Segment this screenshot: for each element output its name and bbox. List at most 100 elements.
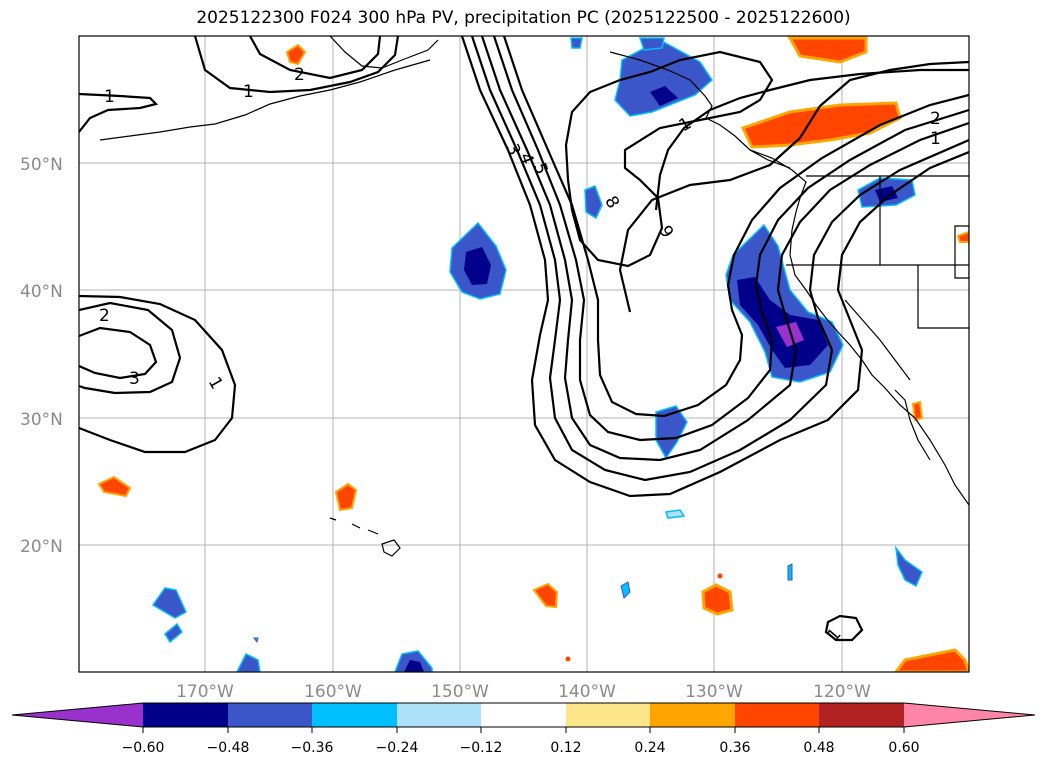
contour-aleutian-2 (249, 36, 382, 80)
precip-pos-hawaii (334, 482, 358, 512)
map-frame (78, 35, 970, 673)
lat-label-30n: 30°N (20, 410, 63, 430)
contour-label-8: 8 (600, 193, 623, 212)
hawaii-big-island (381, 539, 401, 557)
bc-coast (749, 149, 807, 213)
contour-label-3a: 3 (129, 369, 140, 389)
contour-west-1 (79, 294, 237, 454)
precip-pos-south-2 (701, 583, 734, 616)
precip-blob-small-1 (665, 509, 686, 519)
colorbar-ticks (142, 727, 905, 733)
colorbar-seg-6 (566, 703, 650, 727)
lat-labels: 50°N 40°N 30°N 20°N (20, 155, 63, 557)
precip-pos-top-right (787, 36, 868, 64)
cb-label-5: 0.12 (550, 740, 581, 756)
contour-closed-9 (654, 68, 969, 211)
contour-ridge-1 (460, 36, 969, 498)
pv-contours (79, 36, 969, 642)
contour-ridge-2 (470, 36, 969, 482)
contour-label-1d: 1 (676, 113, 695, 136)
cb-label-7: 0.36 (719, 740, 750, 756)
cb-label-4: −0.12 (460, 740, 503, 756)
colorbar-seg-7 (650, 703, 735, 727)
hawaii-island-1 (329, 517, 337, 521)
cb-label-2: −0.36 (291, 740, 334, 756)
gridlines (79, 36, 969, 672)
hawaii-island-2 (351, 523, 361, 529)
state-border-3 (917, 265, 969, 329)
colorbar-seg-10 (904, 703, 1035, 727)
precip-pos-west (97, 475, 132, 498)
precip-blob-top (570, 37, 583, 49)
contour-label-2a: 2 (294, 65, 305, 85)
precip-pos-baja (911, 400, 924, 422)
precip-blob-hawaii-south (151, 587, 187, 619)
contour-closed-6 (618, 60, 969, 313)
contour-west-2 (79, 301, 182, 395)
contour-closed-8 (564, 50, 774, 268)
us-west-coast (789, 211, 969, 506)
contour-label-1c: 1 (204, 374, 227, 393)
contour-ridge-4 (492, 36, 969, 442)
coastlines (99, 36, 969, 557)
baja-coast (894, 389, 931, 461)
lat-label-50n: 50°N (20, 155, 63, 175)
cb-label-3: −0.24 (376, 740, 419, 756)
lon-label-170w: 170°W (176, 682, 234, 702)
lon-label-140w: 140°W (558, 682, 616, 702)
contour-label-2c: 2 (930, 109, 941, 129)
precip-pos-aleutian (285, 43, 307, 66)
colorbar-seg-9 (819, 703, 904, 727)
cb-label-6: 0.24 (634, 740, 665, 756)
lon-label-120w: 120°W (813, 682, 871, 702)
contour-label-1a: 1 (104, 87, 115, 107)
lon-label-150w: 150°W (431, 682, 489, 702)
contour-aleutian-1b (193, 36, 400, 94)
contour-ridge-3 (480, 36, 969, 462)
cb-label-0: −0.60 (122, 740, 165, 756)
contour-label-2b: 2 (99, 306, 110, 326)
aleutian-islands (99, 59, 431, 141)
precip-pos-dot-2 (717, 573, 723, 579)
precip-blob-bottom-1 (236, 652, 261, 672)
lon-label-160w: 160°W (304, 682, 362, 702)
contour-ridge-5 (502, 36, 969, 418)
lon-label-130w: 130°W (685, 682, 743, 702)
hawaii-island-3 (367, 529, 379, 535)
colorbar-seg-2 (228, 703, 312, 727)
contour-aleutian-1a (79, 92, 159, 133)
lat-label-40n: 40°N (20, 282, 63, 302)
colorbar-seg-3 (312, 703, 397, 727)
colorbar: −0.60 −0.48 −0.36 −0.24 −0.12 0.12 0.24 … (11, 702, 1036, 756)
precip-blob-bottom-2-core (404, 660, 424, 672)
contour-label-1b: 1 (243, 82, 254, 102)
precip-blob-small-2 (620, 581, 631, 599)
precip-pos-edge (956, 230, 969, 243)
precip-blob-gulf-alaska-core (650, 86, 678, 106)
lat-label-20n: 20°N (20, 537, 63, 557)
precip-positive (97, 36, 969, 672)
cb-label-1: −0.48 (207, 740, 250, 756)
precip-blob-small-3 (894, 545, 923, 588)
precip-blob-california-peak (776, 322, 804, 347)
precip-blob-idaho-core (875, 186, 898, 202)
colorbar-seg-1 (143, 703, 228, 727)
cb-label-9: 0.60 (888, 740, 919, 756)
colorbar-seg-5 (481, 703, 566, 727)
precip-blob-small-4 (787, 563, 793, 581)
precip-blob-off-oregon (584, 185, 603, 220)
precip-pos-dot-1 (565, 656, 571, 662)
precip-blob-small-5 (253, 637, 259, 644)
contour-small-1 (824, 614, 864, 642)
precip-pos-south-1 (532, 582, 559, 609)
cb-label-8: 0.48 (803, 740, 834, 756)
precip-blob-top2 (638, 37, 665, 51)
colorbar-seg-0 (12, 703, 143, 727)
precip-blob-hawaii-south2 (164, 622, 183, 644)
map-title: 2025122300 F024 300 hPa PV, precipitatio… (196, 8, 851, 28)
state-border-2 (844, 299, 911, 381)
precip-pos-bottom-right (894, 648, 969, 672)
colorbar-seg-8 (735, 703, 819, 727)
contour-label-1e: 1 (930, 129, 941, 149)
